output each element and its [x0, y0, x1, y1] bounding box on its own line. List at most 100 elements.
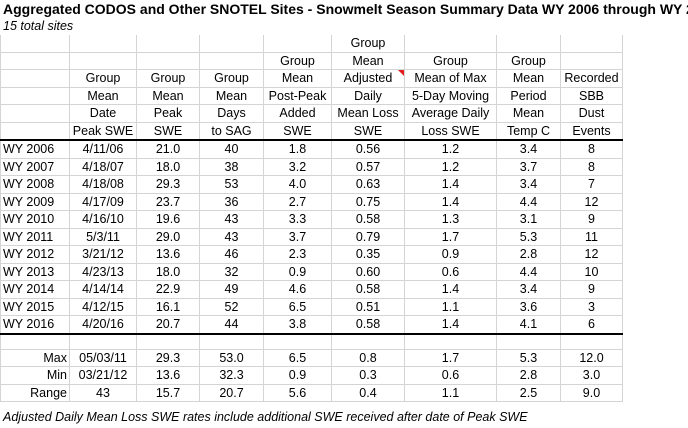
data-cell-col-2[interactable]: 21.0 — [136, 140, 200, 159]
header-cell-col-6[interactable]: Group — [404, 52, 497, 70]
data-cell-col-4[interactable]: 2.7 — [263, 193, 332, 211]
header-cell-col-7[interactable]: Group — [496, 52, 561, 70]
data-cell-col-7[interactable]: 5.3 — [496, 228, 561, 246]
header-cell-col-0[interactable] — [0, 122, 70, 141]
data-cell-col-3[interactable]: 46 — [199, 245, 264, 264]
header-cell-col-0[interactable] — [0, 69, 70, 88]
data-cell-col-2[interactable]: 22.9 — [136, 280, 200, 299]
data-cell-col-8[interactable]: 12 — [560, 245, 623, 264]
data-cell-col-5[interactable]: 0.56 — [331, 140, 405, 159]
data-cell-col-2[interactable]: 19.6 — [136, 210, 200, 229]
header-cell-col-1[interactable] — [69, 52, 137, 70]
header-cell-col-4[interactable]: Mean — [263, 69, 332, 88]
summary-cell-col-5[interactable]: 0.4 — [331, 384, 405, 402]
data-cell-col-5[interactable]: 0.51 — [331, 298, 405, 316]
data-cell-col-0[interactable]: WY 2006 — [0, 140, 70, 159]
data-cell-col-7[interactable]: 3.6 — [496, 298, 561, 316]
header-cell-col-6[interactable]: Mean of Max — [404, 69, 497, 88]
data-cell-col-1[interactable]: 4/12/15 — [69, 298, 137, 316]
data-cell-col-5[interactable]: 0.35 — [331, 245, 405, 264]
header-cell-col-1[interactable]: Date — [69, 104, 137, 123]
header-cell-col-7[interactable]: Period — [496, 87, 561, 105]
data-cell-col-3[interactable]: 49 — [199, 280, 264, 299]
data-cell-col-8[interactable]: 9 — [560, 210, 623, 229]
data-cell-col-1[interactable]: 4/18/07 — [69, 158, 137, 176]
header-cell-col-2[interactable] — [136, 52, 200, 70]
summary-cell-col-3[interactable]: 32.3 — [199, 366, 264, 385]
data-cell-col-5[interactable]: 0.75 — [331, 193, 405, 211]
data-cell-col-7[interactable]: 4.4 — [496, 193, 561, 211]
summary-cell-col-7[interactable]: 2.5 — [496, 384, 561, 402]
data-cell-col-6[interactable]: 1.4 — [404, 315, 497, 335]
data-cell-col-4[interactable]: 3.7 — [263, 228, 332, 246]
header-cell-col-6[interactable] — [404, 35, 497, 53]
header-cell-col-0[interactable] — [0, 35, 70, 53]
data-cell-col-0[interactable]: WY 2014 — [0, 280, 70, 299]
summary-cell-col-2[interactable]: 29.3 — [136, 349, 200, 367]
summary-cell-col-6[interactable]: 1.1 — [404, 384, 497, 402]
header-cell-col-2[interactable]: Mean — [136, 87, 200, 105]
data-cell-col-2[interactable]: 16.1 — [136, 298, 200, 316]
data-cell-col-4[interactable]: 3.3 — [263, 210, 332, 229]
data-cell-col-0[interactable]: WY 2011 — [0, 228, 70, 246]
data-cell-col-3[interactable]: 38 — [199, 158, 264, 176]
data-cell-col-7[interactable]: 3.1 — [496, 210, 561, 229]
data-cell-col-6[interactable]: 1.7 — [404, 228, 497, 246]
data-cell-col-8[interactable]: 3 — [560, 298, 623, 316]
data-cell-col-4[interactable]: 4.6 — [263, 280, 332, 299]
header-cell-col-2[interactable]: Group — [136, 69, 200, 88]
empty-cell[interactable] — [404, 333, 497, 350]
data-cell-col-6[interactable]: 1.4 — [404, 175, 497, 194]
data-cell-col-0[interactable]: WY 2015 — [0, 298, 70, 316]
header-cell-col-6[interactable]: Average Daily — [404, 104, 497, 123]
header-cell-col-2[interactable]: SWE — [136, 122, 200, 141]
header-cell-col-7[interactable]: Mean — [496, 104, 561, 123]
data-cell-col-4[interactable]: 3.8 — [263, 315, 332, 335]
header-cell-col-3[interactable]: Mean — [199, 87, 264, 105]
summary-cell-col-4[interactable]: 5.6 — [263, 384, 332, 402]
data-cell-col-8[interactable]: 6 — [560, 315, 623, 335]
header-cell-col-1[interactable] — [69, 35, 137, 53]
data-cell-col-6[interactable]: 1.3 — [404, 210, 497, 229]
data-cell-col-7[interactable]: 3.7 — [496, 158, 561, 176]
header-cell-col-3[interactable] — [199, 52, 264, 70]
summary-cell-col-2[interactable]: 15.7 — [136, 384, 200, 402]
empty-cell[interactable] — [69, 333, 137, 350]
data-cell-col-7[interactable]: 2.8 — [496, 245, 561, 264]
data-cell-col-8[interactable]: 8 — [560, 140, 623, 159]
header-cell-col-1[interactable]: Mean — [69, 87, 137, 105]
data-cell-col-2[interactable]: 18.0 — [136, 158, 200, 176]
header-cell-col-7[interactable]: Mean — [496, 69, 561, 88]
data-cell-col-3[interactable]: 40 — [199, 140, 264, 159]
summary-cell-col-5[interactable]: 0.3 — [331, 366, 405, 385]
header-cell-col-4[interactable]: Group — [263, 52, 332, 70]
data-cell-col-3[interactable]: 52 — [199, 298, 264, 316]
data-cell-col-8[interactable]: 9 — [560, 280, 623, 299]
data-cell-col-5[interactable]: 0.57 — [331, 158, 405, 176]
data-cell-col-0[interactable]: WY 2012 — [0, 245, 70, 264]
data-cell-col-1[interactable]: 4/17/09 — [69, 193, 137, 211]
data-cell-col-6[interactable]: 0.6 — [404, 263, 497, 281]
data-cell-col-6[interactable]: 1.4 — [404, 193, 497, 211]
data-cell-col-1[interactable]: 5/3/11 — [69, 228, 137, 246]
header-cell-col-8[interactable] — [560, 35, 623, 53]
header-cell-col-5[interactable]: Mean — [331, 52, 405, 70]
data-cell-col-1[interactable]: 4/23/13 — [69, 263, 137, 281]
data-cell-col-1[interactable]: 3/21/12 — [69, 245, 137, 264]
data-cell-col-6[interactable]: 1.2 — [404, 140, 497, 159]
data-cell-col-6[interactable]: 0.9 — [404, 245, 497, 264]
data-cell-col-1[interactable]: 4/18/08 — [69, 175, 137, 194]
data-cell-col-6[interactable]: 1.2 — [404, 158, 497, 176]
summary-cell-col-0[interactable]: Range — [0, 384, 70, 402]
header-cell-col-3[interactable]: to SAG — [199, 122, 264, 141]
header-cell-col-5[interactable]: SWE — [331, 122, 405, 141]
data-cell-col-4[interactable]: 4.0 — [263, 175, 332, 194]
summary-cell-col-8[interactable]: 12.0 — [560, 349, 623, 367]
summary-cell-col-4[interactable]: 0.9 — [263, 366, 332, 385]
summary-cell-col-7[interactable]: 2.8 — [496, 366, 561, 385]
data-cell-col-7[interactable]: 4.4 — [496, 263, 561, 281]
data-cell-col-4[interactable]: 0.9 — [263, 263, 332, 281]
data-cell-col-6[interactable]: 1.1 — [404, 298, 497, 316]
summary-cell-col-6[interactable]: 1.7 — [404, 349, 497, 367]
comment-indicator-icon[interactable] — [398, 70, 404, 76]
